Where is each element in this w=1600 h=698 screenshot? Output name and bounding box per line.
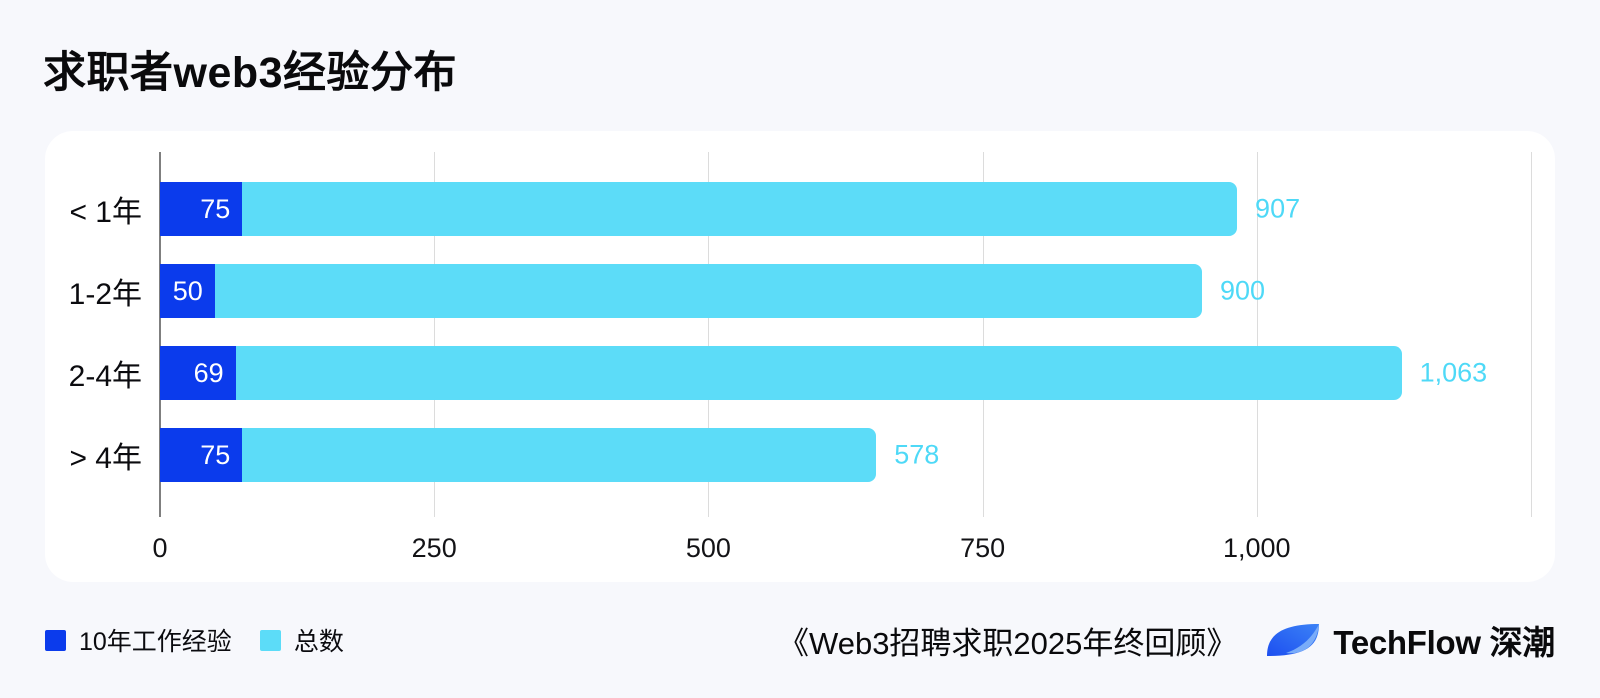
bar-segment-experience: 50	[160, 264, 215, 318]
source-citation: 《Web3招聘求职2025年终回顾》	[778, 625, 1238, 661]
page: 求职者web3经验分布 < 1年 75 907 1-2年 50 900 2-4年 69 1,06…	[43, 49, 1555, 668]
bar-segment-total	[242, 182, 1238, 236]
bar-row: < 1年 75 907	[69, 182, 1531, 236]
bar-row: > 4年 75 578	[69, 428, 1531, 482]
bar-segment-total	[214, 264, 1202, 318]
total-value-label: 907	[1255, 193, 1301, 224]
bar-segment-experience: 69	[160, 346, 236, 400]
bar-row: 1-2年 50 900	[69, 264, 1531, 318]
axis-tick-label: 1,000	[1223, 533, 1291, 563]
gridline-1250	[1531, 152, 1532, 517]
brand-logo: TechFlow 深潮	[1265, 616, 1555, 664]
bar-row: 2-4年 69 1,063	[69, 346, 1531, 400]
legend-swatch	[259, 629, 281, 651]
legend-label: 10年工作经验	[79, 628, 232, 656]
axis-tick-label: 0	[152, 533, 168, 563]
axis-tick-label: 750	[960, 533, 1006, 563]
footer: 10年工作经验 总数 《Web3招聘求职2025年终回顾》 TechFlow 深潮	[45, 612, 1555, 668]
total-value-label: 578	[894, 439, 940, 470]
techflow-leaf-icon	[1267, 624, 1320, 656]
legend-item: 10年工作经验	[45, 622, 232, 658]
legend-label: 总数	[293, 628, 344, 656]
plot-area: < 1年 75 907 1-2年 50 900 2-4年 69 1,063 > 4年 75 578 0 2…	[69, 152, 1532, 563]
chart-title: 求职者web3经验分布	[43, 49, 458, 97]
legend-swatch	[45, 629, 66, 651]
axis-tick-label: 500	[685, 533, 731, 563]
legend-item: 总数	[259, 622, 344, 658]
bar-segment-experience: 75	[160, 182, 243, 236]
chart-card: < 1年 75 907 1-2年 50 900 2-4年 69 1,063 > 4年 75 578 0 2…	[45, 131, 1555, 582]
category-label: > 4年	[69, 442, 142, 475]
category-label: 1-2年	[68, 278, 142, 311]
category-label: < 1年	[69, 196, 142, 229]
bar-segment-total	[242, 428, 877, 482]
brand-name: TechFlow 深潮	[1333, 624, 1555, 661]
gridline-500	[708, 152, 710, 517]
footer-right: 《Web3招聘求职2025年终回顾》 TechFlow 深潮	[778, 616, 1555, 664]
gridline-1000	[1256, 152, 1258, 517]
total-value-label: 900	[1219, 275, 1266, 306]
category-label: 2-4年	[68, 360, 142, 393]
total-value-label: 1,063	[1419, 357, 1488, 388]
y-axis-line	[159, 152, 161, 517]
bar-segment-experience: 75	[160, 428, 243, 482]
gridline-750	[982, 152, 984, 517]
bar-segment-total	[235, 346, 1402, 400]
axis-tick-label: 250	[411, 533, 457, 563]
legend: 10年工作经验 总数	[45, 622, 344, 658]
gridline-250	[434, 152, 436, 517]
